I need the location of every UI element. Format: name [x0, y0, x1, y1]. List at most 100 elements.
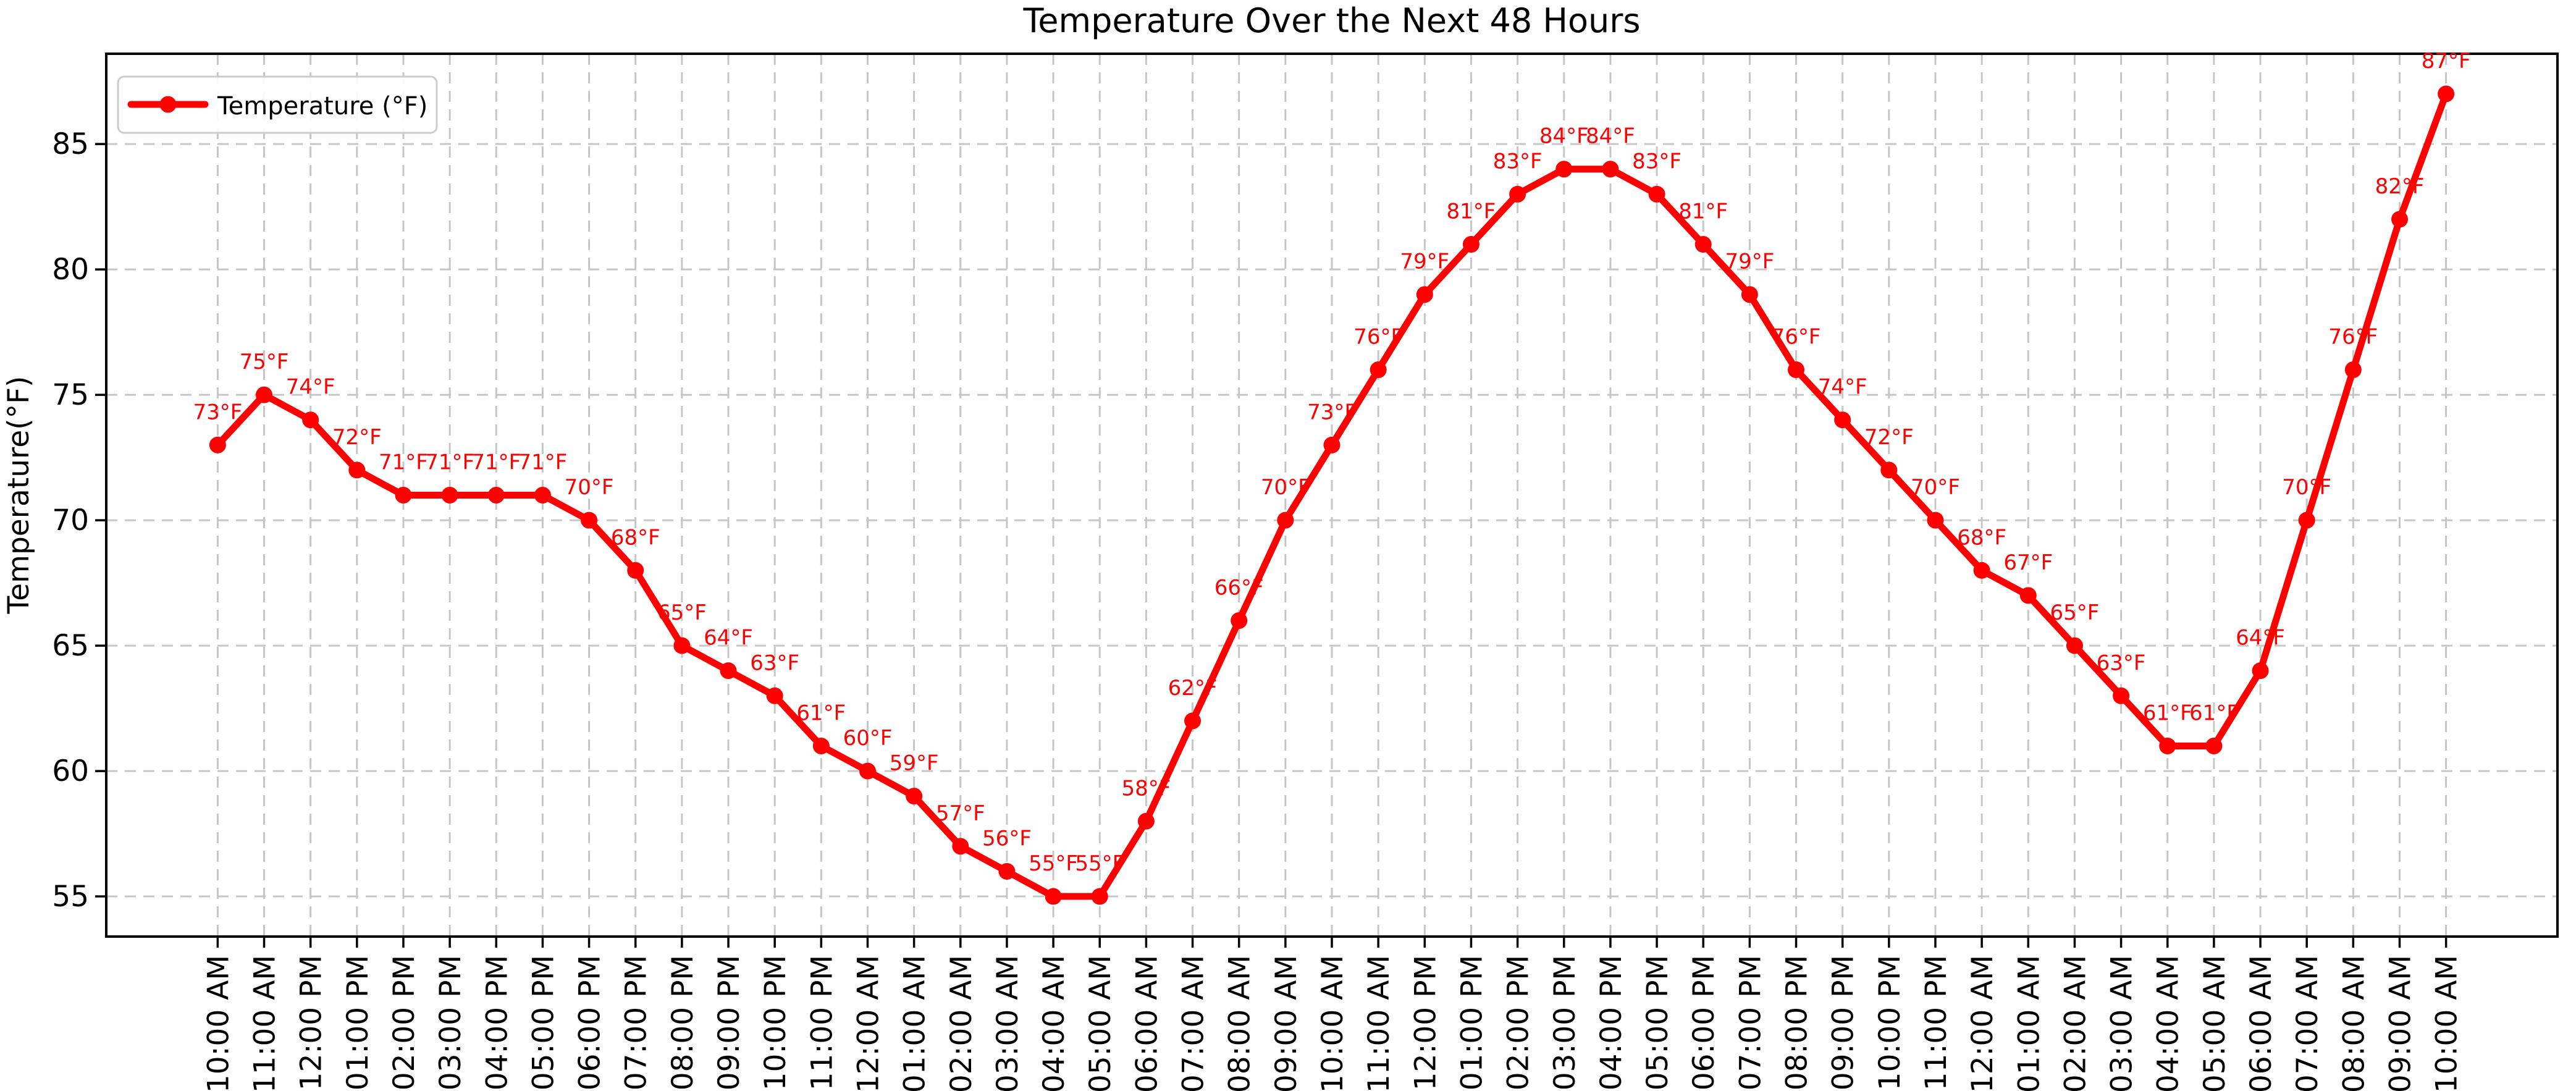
data-point: [302, 411, 319, 429]
data-point: [998, 862, 1016, 880]
data-point: [1834, 411, 1851, 429]
point-value-label: 65°F: [2050, 600, 2100, 625]
grid-lines: [106, 54, 2557, 937]
x-tick-label: 09:00 AM: [2383, 955, 2417, 1091]
point-value-label: 84°F: [1586, 124, 1635, 149]
axis-ticks: [95, 143, 2448, 948]
point-value-label: 74°F: [286, 375, 335, 400]
y-tick-label: 80: [52, 253, 89, 287]
x-tick-label: 02:00 AM: [945, 955, 979, 1091]
point-value-label: 56°F: [982, 826, 1032, 851]
x-tick-label: 04:00 PM: [1594, 955, 1628, 1090]
x-tick-label: 01:00 AM: [898, 955, 932, 1091]
data-point: [534, 487, 551, 503]
data-point: [1694, 236, 1712, 253]
x-tick-label: 11:00 PM: [1919, 955, 1953, 1090]
data-point: [2019, 587, 2037, 604]
x-tick-label: 01:00 AM: [2012, 955, 2046, 1091]
data-point: [1880, 461, 1898, 479]
x-tick-label: 08:00 PM: [666, 955, 700, 1090]
point-value-label: 71°F: [425, 450, 474, 475]
point-value-label: 70°F: [1911, 475, 1960, 500]
data-point: [348, 461, 366, 479]
x-tick-label: 02:00 AM: [2058, 955, 2092, 1091]
x-tick-label: 03:00 PM: [434, 955, 468, 1090]
point-value-label: 61°F: [796, 701, 846, 725]
data-point: [1045, 888, 1062, 905]
point-value-label: 76°F: [2328, 325, 2378, 350]
point-value-label: 71°F: [471, 450, 521, 475]
point-value-label: 59°F: [890, 751, 939, 776]
data-point: [2344, 361, 2362, 379]
x-tick-label: 03:00 AM: [991, 955, 1025, 1091]
x-tick-label: 07:00 PM: [1733, 955, 1767, 1090]
data-point: [2066, 637, 2083, 654]
point-value-label: 61°F: [2189, 701, 2239, 725]
point-value-label: 66°F: [1214, 575, 1264, 600]
data-point: [1184, 712, 1202, 730]
x-tick-label: 08:00 AM: [1223, 955, 1257, 1091]
point-value-label: 68°F: [611, 525, 660, 550]
data-point: [952, 838, 969, 855]
data-point: [1788, 361, 1805, 379]
y-tick-labels: 55 60 65 70 75 80 85: [52, 127, 89, 914]
y-tick-label: 65: [52, 629, 89, 663]
point-value-label: 64°F: [704, 626, 753, 651]
x-tick-label: 12:00 PM: [295, 955, 329, 1090]
x-tick-label: 08:00 PM: [1780, 955, 1814, 1090]
point-value-label: 65°F: [657, 600, 707, 625]
data-point: [1462, 236, 1480, 253]
data-point: [1091, 888, 1108, 905]
y-tick-label: 70: [52, 503, 89, 537]
x-tick-label: 06:00 AM: [2244, 955, 2278, 1091]
data-point: [1648, 185, 1665, 203]
y-axis-label: Temperature(°F): [2, 376, 36, 615]
x-tick-label: 02:00 PM: [1502, 955, 1536, 1090]
data-point: [1509, 185, 1526, 203]
data-point: [2298, 512, 2315, 529]
legend-box: Temperature (°F): [117, 75, 438, 134]
point-value-label: 79°F: [1725, 250, 1774, 274]
data-point: [2159, 737, 2176, 754]
x-tick-label: 10:00 AM: [1316, 955, 1350, 1091]
data-point: [1927, 512, 1944, 529]
x-tick-label: 10:00 PM: [759, 955, 793, 1090]
data-point: [1416, 286, 1433, 303]
point-value-label: 55°F: [1075, 851, 1124, 876]
data-point: [2113, 687, 2130, 704]
x-tick-label: 11:00 AM: [248, 955, 282, 1091]
x-tick-label: 11:00 PM: [805, 955, 839, 1090]
data-point: [1323, 436, 1341, 453]
x-tick-label: 10:00 PM: [1873, 955, 1907, 1090]
point-value-label: 64°F: [2236, 626, 2285, 651]
x-tick-label: 05:00 AM: [1084, 955, 1118, 1091]
data-point: [1370, 361, 1387, 379]
data-point: [487, 487, 505, 503]
data-point: [1741, 286, 1758, 303]
x-tick-label: 06:00 PM: [573, 955, 607, 1090]
data-point: [2252, 662, 2269, 680]
data-point: [673, 637, 691, 654]
point-value-label: 55°F: [1029, 851, 1078, 876]
data-point: [581, 512, 598, 529]
x-tick-label: 07:00 PM: [620, 955, 654, 1090]
data-point: [209, 436, 226, 453]
y-tick-label: 75: [52, 378, 89, 412]
x-tick-label: 09:00 PM: [712, 955, 746, 1090]
point-value-label: 71°F: [379, 450, 428, 475]
x-tick-label: 06:00 PM: [1687, 955, 1721, 1090]
data-point-labels: 73°F75°F74°F72°F71°F71°F71°F71°F70°F68°F…: [193, 49, 2470, 876]
x-tick-label: 08:00 AM: [2337, 955, 2371, 1091]
point-value-label: 83°F: [1632, 149, 1682, 174]
point-value-label: 67°F: [2003, 550, 2053, 575]
x-tick-label: 09:00 PM: [1827, 955, 1861, 1090]
x-tick-label: 03:00 AM: [2105, 955, 2139, 1091]
point-value-label: 84°F: [1539, 124, 1589, 149]
chart-title: Temperature Over the Next 48 Hours: [1022, 1, 1640, 40]
data-point: [441, 487, 458, 503]
point-value-label: 70°F: [2282, 475, 2331, 500]
x-tick-label: 04:00 AM: [1037, 955, 1071, 1091]
legend-frame: [117, 75, 438, 134]
data-point: [2391, 211, 2408, 228]
point-value-label: 79°F: [1400, 250, 1449, 274]
